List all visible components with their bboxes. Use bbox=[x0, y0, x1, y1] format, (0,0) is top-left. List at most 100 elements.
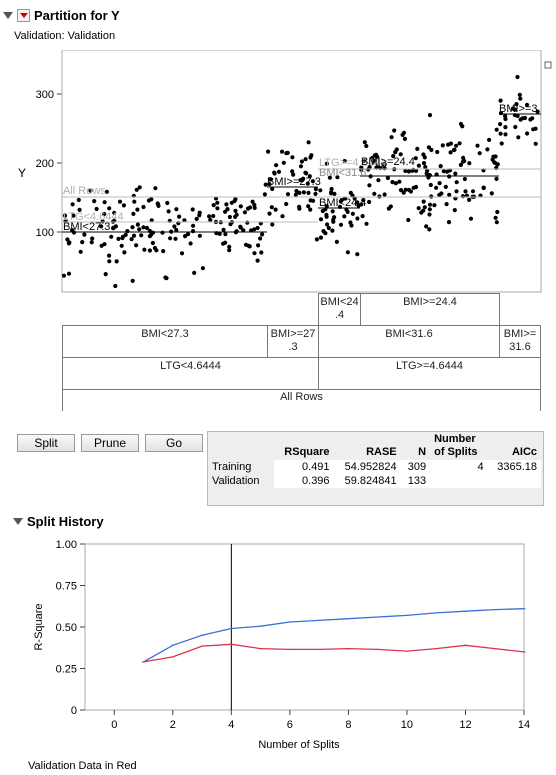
scatter-point bbox=[494, 127, 499, 132]
x-tick-label: 2 bbox=[170, 719, 176, 731]
tree-node-ltg-high[interactable]: LTG>=4.6444 bbox=[318, 357, 541, 390]
scatter-point bbox=[306, 190, 311, 195]
column-header: AICc bbox=[487, 432, 541, 460]
scatter-point bbox=[477, 151, 482, 156]
scatter-point bbox=[428, 182, 433, 188]
tree-node-ltg-low[interactable]: LTG<4.6444 bbox=[62, 357, 319, 390]
scatter-point bbox=[263, 182, 268, 187]
scatter-point bbox=[164, 276, 169, 281]
scatter-point bbox=[161, 249, 166, 254]
scatter-point bbox=[227, 248, 232, 253]
scatter-point bbox=[250, 199, 255, 204]
scatter-point bbox=[99, 243, 104, 248]
tree-node-root[interactable]: All Rows bbox=[62, 389, 541, 411]
scatter-point bbox=[406, 169, 411, 174]
scatter-point bbox=[132, 199, 137, 204]
scatter-point bbox=[149, 218, 154, 223]
tree-node-bmi-lt-27[interactable]: BMI<27.3 bbox=[62, 325, 268, 358]
tree-node-bmi-ge-27[interactable]: BMI>=27 .3 bbox=[267, 325, 319, 358]
scatter-point bbox=[120, 235, 125, 241]
tree-node-bmi-lt-24[interactable]: BMI<24 .4 bbox=[318, 293, 361, 326]
scatter-point bbox=[439, 191, 444, 196]
scatter-point bbox=[448, 141, 453, 146]
scatter-point bbox=[90, 236, 95, 241]
prune-button[interactable]: Prune bbox=[81, 434, 139, 452]
scatter-point bbox=[408, 189, 413, 194]
scatter-point bbox=[102, 200, 107, 205]
go-button[interactable]: Go bbox=[145, 434, 203, 452]
scatter-point bbox=[385, 175, 390, 181]
scatter-point bbox=[298, 164, 304, 169]
tree-node-label: All Rows bbox=[280, 391, 323, 403]
partition-outline-header[interactable]: Partition for Y bbox=[0, 5, 120, 25]
tree-node-bmi-ge-31[interactable]: BMI>= 31.6 bbox=[499, 325, 541, 358]
scatter-point bbox=[221, 241, 226, 246]
scatter-point bbox=[367, 199, 372, 205]
scatter-point bbox=[389, 135, 394, 140]
scatter-point bbox=[318, 188, 323, 193]
y-tick-label: 0.25 bbox=[56, 664, 77, 676]
scatter-point bbox=[362, 140, 367, 145]
split-button[interactable]: Split bbox=[17, 434, 75, 452]
scatter-point bbox=[345, 250, 350, 255]
x-tick-label: 6 bbox=[287, 719, 293, 731]
scatter-point bbox=[297, 206, 302, 211]
scatter-point bbox=[498, 98, 503, 103]
table-row: Training 0.491 54.952824 309 4 3365.18 bbox=[208, 460, 541, 474]
red-triangle-menu-icon[interactable] bbox=[17, 8, 30, 22]
scatter-point bbox=[432, 203, 437, 208]
scatter-point bbox=[152, 245, 157, 251]
scatter-point bbox=[406, 217, 411, 223]
scatter-point bbox=[242, 210, 247, 215]
scatter-point bbox=[503, 125, 508, 130]
resize-grip-icon[interactable] bbox=[544, 61, 552, 69]
tree-node-bmi-ge-24[interactable]: BMI>=24.4 bbox=[360, 293, 500, 326]
scatter-point bbox=[299, 159, 304, 164]
scatter-point bbox=[392, 128, 397, 133]
scatter-point bbox=[313, 187, 318, 192]
chart-frame bbox=[84, 543, 525, 711]
scatter-point bbox=[355, 216, 360, 221]
collapse-triangle-icon[interactable] bbox=[13, 517, 23, 525]
scatter-point bbox=[533, 141, 538, 146]
scatter-point bbox=[147, 248, 152, 253]
scatter-point bbox=[382, 192, 387, 197]
split-lines bbox=[62, 113, 541, 233]
scatter-point bbox=[364, 143, 369, 149]
scatter-point bbox=[329, 190, 334, 195]
scatter-point bbox=[332, 191, 337, 196]
scatter-point bbox=[332, 215, 337, 220]
scatter-point bbox=[310, 179, 315, 184]
scatter-point bbox=[421, 161, 427, 166]
scatter-point bbox=[518, 117, 523, 122]
split-history-title: Split History bbox=[27, 513, 104, 529]
scatter-point bbox=[197, 213, 202, 218]
collapse-triangle-icon[interactable] bbox=[3, 11, 13, 19]
scatter-point bbox=[272, 171, 277, 176]
scatter-point bbox=[494, 220, 499, 225]
scatter-point bbox=[130, 225, 135, 230]
scatter-point bbox=[131, 211, 136, 216]
validation-series-line bbox=[143, 643, 525, 663]
split-labels: All Rows LTG<4.6444 LTG>=4.6444 BMI<27.3… bbox=[63, 103, 538, 233]
column-header: N bbox=[400, 432, 431, 460]
scatter-point bbox=[284, 201, 289, 207]
scatter-point bbox=[499, 141, 504, 146]
training-series-line bbox=[143, 608, 525, 663]
scatter-point bbox=[324, 204, 329, 209]
scatter-point bbox=[311, 198, 316, 203]
scatter-point bbox=[457, 141, 462, 146]
scatter-point bbox=[168, 236, 173, 241]
scatter-point bbox=[426, 145, 431, 150]
split-history-outline-header[interactable]: Split History bbox=[10, 511, 104, 531]
scatter-point bbox=[144, 225, 149, 230]
scatter-point bbox=[71, 213, 76, 218]
split-label: LTG>=4.6444 bbox=[319, 157, 386, 169]
scatter-point bbox=[503, 132, 508, 137]
scatter-point bbox=[65, 237, 70, 242]
scatter-point bbox=[422, 205, 427, 210]
tree-node-bmi-lt-31[interactable]: BMI<31.6 bbox=[318, 325, 500, 358]
scatter-point bbox=[462, 176, 467, 182]
scatter-point bbox=[192, 270, 197, 275]
scatter-point bbox=[429, 147, 434, 153]
